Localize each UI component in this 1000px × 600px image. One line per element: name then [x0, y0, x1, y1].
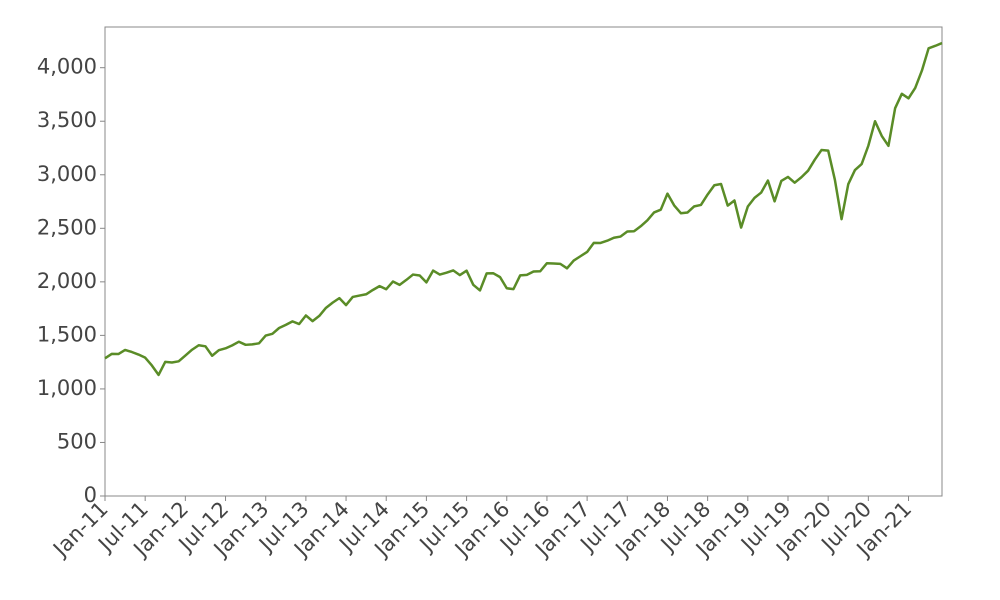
plot-frame [104, 26, 943, 497]
y-tick-label: 500 [57, 429, 97, 453]
y-tick-label: 3,000 [37, 162, 97, 186]
y-tick-label: 2,000 [37, 269, 97, 293]
y-tick-label: 1,000 [37, 376, 97, 400]
y-tick-label: 3,500 [37, 108, 97, 132]
data-line [104, 41, 943, 377]
y-tick-label: 0 [84, 483, 97, 507]
y-tick-label: 2,500 [37, 215, 97, 239]
y-tick-label: 4,000 [37, 55, 97, 79]
y-tick-label: 1,500 [37, 322, 97, 346]
